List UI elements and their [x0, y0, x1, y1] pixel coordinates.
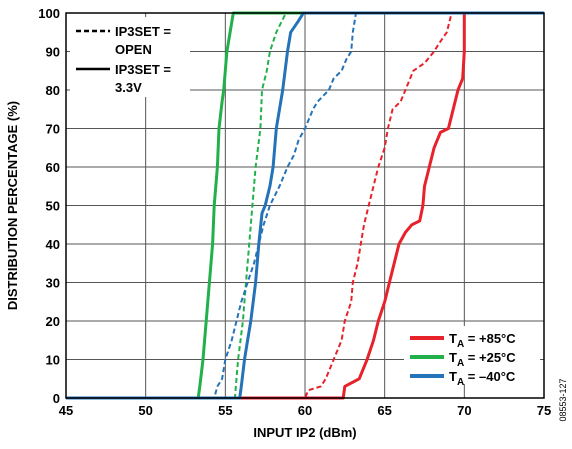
x-axis-label: INPUT IP2 (dBm) — [253, 425, 356, 440]
y-tick-label: 80 — [46, 83, 60, 98]
figure-id: 08553-127 — [558, 378, 568, 421]
legend-solid-label-line1: IP3SET = — [115, 62, 171, 77]
x-tick-labels: 45 50 55 60 65 70 75 — [59, 403, 551, 418]
y-axis-label: DISTRIBUTION PERCENTAGE (%) — [5, 101, 20, 310]
legend-solid-label-line2: 3.3V — [115, 80, 142, 95]
y-tick-label: 70 — [46, 122, 60, 137]
y-tick-label: 20 — [46, 314, 60, 329]
series-lines — [66, 11, 544, 400]
series-line-2 — [66, 11, 544, 400]
y-tick-label: 10 — [46, 353, 60, 368]
x-tick-label: 75 — [537, 403, 551, 418]
legend-dashed-label-line2: OPEN — [115, 42, 152, 57]
legend-temp-label: TA = +85°C — [449, 331, 516, 350]
series-line-1 — [66, 12, 465, 399]
legend-temp-label: TA = +25°C — [449, 350, 516, 369]
legend-dashed-label-line1: IP3SET = — [115, 24, 171, 39]
series-line-4 — [66, 11, 544, 400]
y-tick-label: 60 — [46, 160, 60, 175]
x-tick-label: 70 — [457, 403, 471, 418]
y-tick-label: 30 — [46, 276, 60, 291]
y-tick-label: 90 — [46, 45, 60, 60]
series-line-0 — [66, 13, 466, 400]
legend-temp-label: TA = –40°C — [449, 369, 516, 388]
y-tick-label: 50 — [46, 199, 60, 214]
x-tick-label: 55 — [218, 403, 232, 418]
legend-temperature: TA = +85°CTA = +25°CTA = –40°C — [404, 326, 540, 388]
x-tick-label: 45 — [59, 403, 73, 418]
x-tick-label: 60 — [298, 403, 312, 418]
x-tick-label: 50 — [138, 403, 152, 418]
y-tick-label: 100 — [38, 6, 60, 21]
plot-frame — [65, 12, 545, 399]
x-tick-label: 65 — [377, 403, 391, 418]
y-tick-labels: 0 10 20 30 40 50 60 70 80 90 100 — [38, 6, 60, 406]
legend-ip3set-box — [70, 17, 190, 97]
y-tick-label: 0 — [53, 391, 60, 406]
legend-ip3set: IP3SET = OPEN IP3SET = 3.3V — [70, 17, 190, 97]
y-tick-label: 40 — [46, 237, 60, 252]
